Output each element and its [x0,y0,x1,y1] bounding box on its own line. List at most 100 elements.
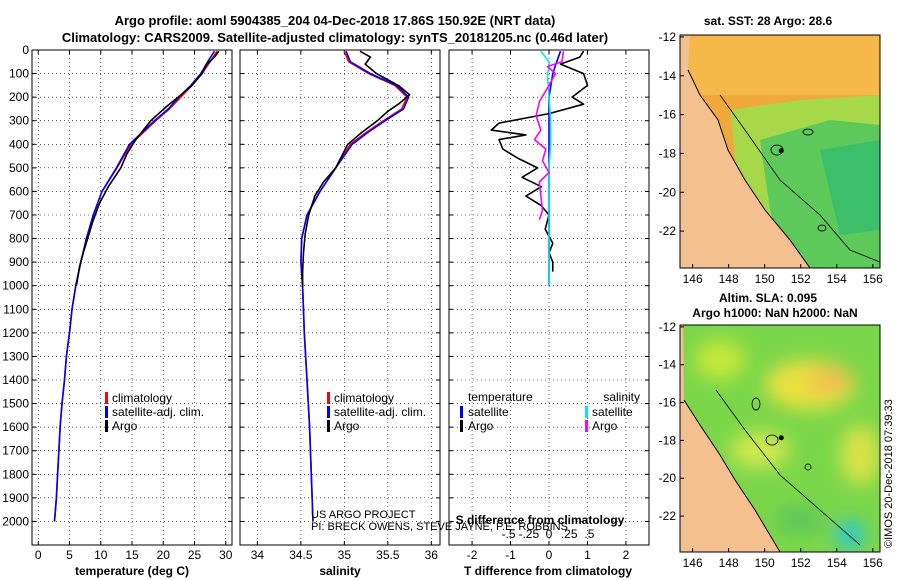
x-tick-label-salinity: .5 [584,527,594,541]
sla-map-field [680,325,880,552]
y-tick-label: 800 [9,232,29,246]
salinity-ticks: 34 34.5 35 35.5 36 [240,49,440,562]
sst-land [680,35,810,268]
title-line-1: Argo profile: aoml 5904385_204 04-Dec-20… [115,13,556,28]
legend-swatch-climatology [105,392,108,404]
legend-label-argo: Argo [334,419,360,433]
temperature-gridlines [32,49,232,545]
sla-coastline [683,399,781,552]
x-tick-label: 35.5 [376,548,400,562]
imos-stamp: ©IMOS 20-Dec-2018 07:39:33 [883,399,895,548]
y-tick-label: 300 [9,114,29,128]
map-y-tick-label: -12 [659,30,677,44]
y-tick-label: 0 [22,43,29,57]
temperature-panel: 0 5 10 15 20 25 300100200300400500600700800900… [2,43,232,578]
map-y-tick-label: -22 [659,509,677,523]
map-x-tick-label: 150 [755,556,775,570]
legend-label-satellite: satellite-adj. clim. [112,405,204,419]
sst-reef-outline [802,128,814,136]
sst-coolest-region [820,140,880,235]
series-satellite-adj-clim- [53,50,216,522]
difference-panel: -2 -1 0 1 2 -.5 -.25 0 .25 .5 T difference from c… [448,49,650,578]
sla-reef-outline [765,434,779,446]
x-tick-label: 30 [219,548,233,562]
sla-map-title: Altim. SLA: 0.095 [719,291,817,305]
map-x-tick-label: 156 [863,556,883,570]
sst-coastline [687,69,811,268]
sla-map-frame [679,324,881,553]
legend-label-argo: Argo [112,419,138,433]
legend-label-t-satellite: satellite [468,405,509,419]
y-tick-label: 600 [9,184,29,198]
sst-warm-band [680,35,880,95]
map-x-tick-label: 146 [683,556,703,570]
legend-label-t-argo: Argo [468,419,494,433]
sla-map-subtitle: Argo h1000: NaN h2000: NaN [692,306,857,320]
sst-map-field [680,35,880,268]
series-argo [75,50,220,286]
y-tick-label: 700 [9,208,29,222]
temperature-ticks: 0 5 10 15 20 25 300100200300400500600700800900… [2,43,232,562]
x-tick-label: 20 [157,548,171,562]
sst-map-title: sat. SST: 28 Argo: 28.6 [704,14,833,28]
x-tick-label: 0 [546,548,553,562]
credit-line-1: US ARGO PROJECT [311,509,416,521]
difference-ticks: -2 -1 0 1 2 -.5 -.25 0 .25 .5 [449,49,649,562]
series-temperature-argo [490,50,589,272]
salinity-panel: 34 34.5 35 35.5 36 salinity climatology sate… [239,49,568,578]
sst-map-ticks: 146 148 150 152 154 156 -12 -14 -16 -18 -20 -22 [659,30,883,286]
x-tick-label: 34.5 [289,548,313,562]
legend-label-satellite: satellite-adj. clim. [334,405,426,419]
sla-reef-outline [751,397,761,411]
map-y-tick-label: -18 [659,433,677,447]
legend-label-s-satellite: satellite [592,405,633,419]
x-tick-label-salinity: 0 [546,527,553,541]
x-tick-label: 25 [188,548,202,562]
difference-xlabel: T difference from climatology [464,564,632,578]
x-tick-label: 34 [251,548,265,562]
map-x-tick-label: 146 [683,272,703,286]
salinity-gridlines [240,49,440,545]
sst-1000m-contour [719,94,880,263]
salinity-legend: climatology satellite-adj. clim. Argo [327,391,426,433]
map-x-tick-label: 156 [863,272,883,286]
y-tick-label: 1700 [2,444,29,458]
x-tick-label-salinity: -.25 [518,527,539,541]
legend-label-climatology: climatology [334,391,394,405]
y-tick-label: 1500 [2,397,29,411]
y-tick-label: 1000 [2,279,29,293]
sla-anomaly-blobs [695,340,880,550]
y-tick-label: 1100 [3,302,29,316]
y-tick-label: 1600 [2,420,29,434]
sla-argo-marker [778,435,784,441]
map-y-tick-label: -14 [659,69,677,83]
temperature-legend: climatology satellite-adj. clim. Argo [105,391,204,433]
series-satellite-adj-clim- [300,50,410,522]
x-tick-label: 36 [425,548,439,562]
legend-swatch-t-argo [460,420,463,432]
legend-swatch-argo [327,420,330,432]
legend-swatch-argo [105,420,108,432]
legend-swatch-satellite [327,406,330,418]
legend-label-s-argo: Argo [592,419,618,433]
legend-swatch-s-argo [585,420,588,432]
difference-legend: temperature satellite Argo salinity sate… [460,390,640,433]
x-tick-label: 1 [584,548,591,562]
legend-swatch-climatology [327,392,330,404]
sst-map-frame [679,34,881,269]
legend-title-temperature: temperature [468,390,533,404]
x-tick-label: 35 [338,548,352,562]
temperature-xlabel: temperature (deg C) [75,564,189,578]
legend-swatch-satellite [105,406,108,418]
map-y-tick-label: -22 [659,224,677,238]
legend-swatch-s-satellite [585,406,588,418]
map-x-tick-label: 154 [827,272,847,286]
salinity-axes-frame [239,49,441,546]
temperature-series [53,50,220,522]
sst-map-panel: sat. SST: 28 Argo: 28.6 146 148 150 152 154 1… [659,14,883,286]
y-tick-label: 100 [9,67,29,81]
x-tick-label-salinity: .25 [561,527,578,541]
salinity-series [300,50,411,522]
x-tick-label: -1 [505,548,516,562]
